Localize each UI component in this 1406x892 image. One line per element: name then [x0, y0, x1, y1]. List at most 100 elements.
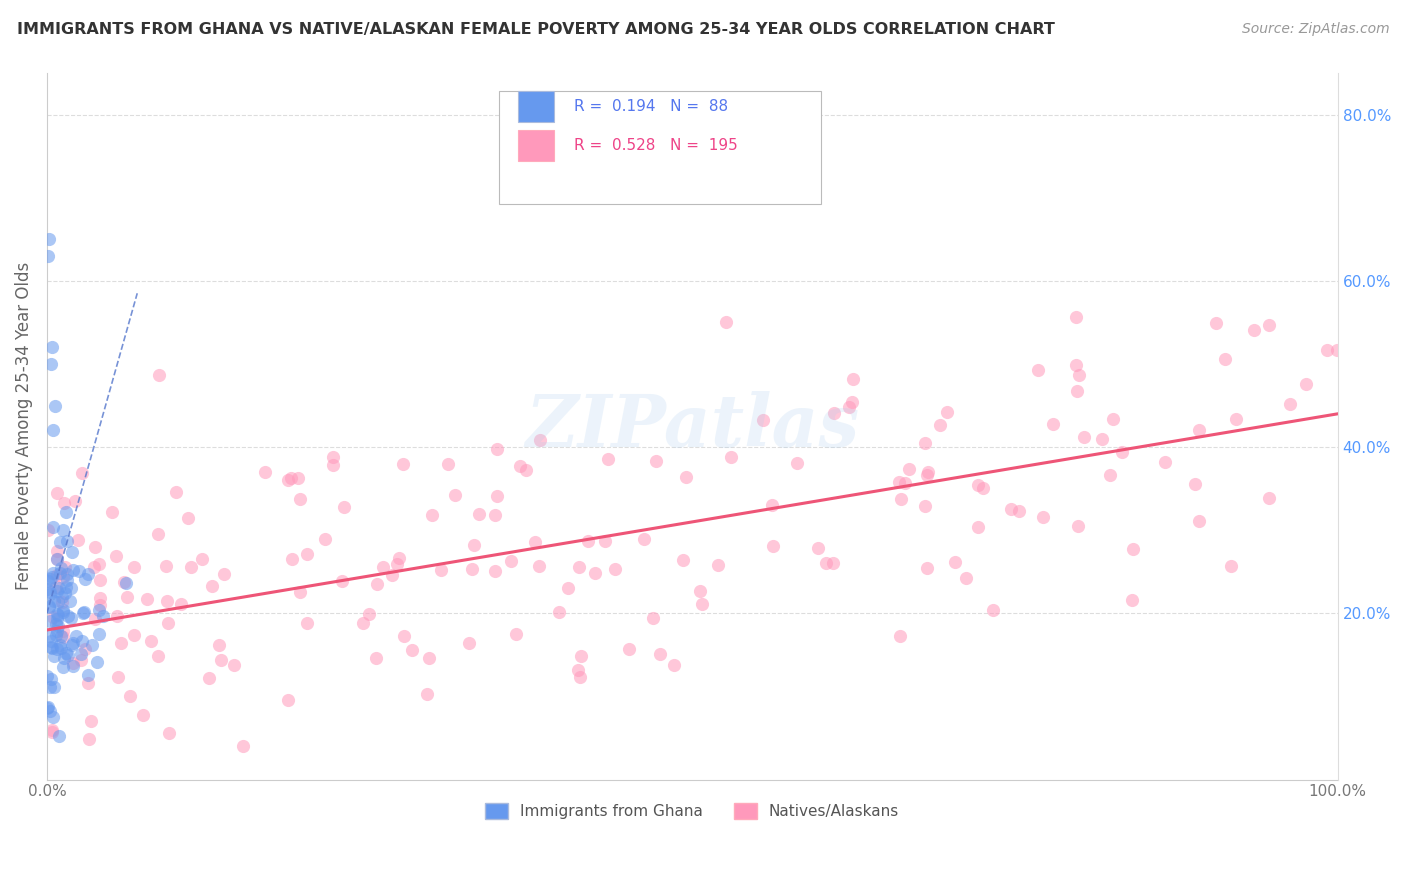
Point	[190, 552, 212, 566]
Point	[38, 600, 60, 615]
Point	[366, 576, 388, 591]
Point	[1064, 310, 1087, 324]
Point	[762, 539, 785, 553]
Point	[917, 467, 939, 482]
Point	[49, 566, 72, 581]
Point	[894, 476, 917, 491]
Point	[198, 671, 221, 685]
Point	[568, 560, 591, 574]
Point	[75, 572, 97, 586]
Point	[87, 603, 110, 617]
Point	[146, 648, 169, 663]
Point	[39, 634, 62, 648]
Point	[38, 680, 60, 694]
Point	[463, 538, 485, 552]
Point	[1243, 323, 1265, 337]
Point	[1122, 542, 1144, 557]
Point	[943, 555, 966, 569]
Point	[955, 571, 977, 585]
Point	[352, 616, 374, 631]
Point	[644, 454, 666, 468]
Point	[70, 467, 93, 481]
Point	[41, 723, 63, 737]
Point	[80, 638, 103, 652]
Point	[49, 561, 72, 575]
Point	[39, 585, 62, 599]
Point	[148, 368, 170, 383]
Point	[60, 638, 83, 652]
Point	[484, 564, 506, 578]
Point	[1326, 343, 1348, 357]
Point	[357, 607, 380, 621]
Point	[461, 562, 484, 576]
Point	[583, 566, 606, 580]
Point	[430, 563, 453, 577]
Point	[146, 527, 169, 541]
Point	[467, 507, 489, 521]
Point	[52, 660, 75, 674]
Point	[45, 552, 67, 566]
Point	[547, 605, 569, 619]
FancyBboxPatch shape	[517, 129, 554, 161]
Point	[37, 249, 59, 263]
Point	[49, 638, 72, 652]
Point	[277, 473, 299, 487]
Point	[720, 450, 742, 464]
Text: R =  0.194   N =  88: R = 0.194 N = 88	[574, 99, 728, 114]
Point	[823, 406, 845, 420]
Point	[529, 559, 551, 574]
Point	[212, 566, 235, 581]
Point	[58, 609, 80, 624]
Point	[80, 714, 103, 728]
Point	[38, 614, 60, 628]
Point	[529, 433, 551, 447]
Point	[1153, 455, 1175, 469]
Point	[568, 670, 591, 684]
Point	[52, 630, 75, 644]
Point	[105, 609, 128, 624]
Point	[662, 657, 685, 672]
Point	[515, 462, 537, 476]
Point	[156, 594, 179, 608]
Point	[280, 471, 302, 485]
Point	[39, 704, 62, 718]
Point	[46, 608, 69, 623]
Point	[1121, 593, 1143, 607]
Point	[1091, 432, 1114, 446]
Point	[619, 642, 641, 657]
Point	[132, 708, 155, 723]
Point	[115, 591, 138, 605]
Point	[1257, 491, 1279, 505]
Point	[288, 584, 311, 599]
Point	[458, 636, 481, 650]
Point	[60, 582, 83, 596]
Point	[55, 505, 77, 519]
Point	[48, 729, 70, 743]
Point	[45, 580, 67, 594]
Point	[55, 646, 77, 660]
Point	[209, 653, 232, 667]
Point	[1042, 417, 1064, 431]
Point	[45, 616, 67, 631]
Point	[60, 545, 83, 559]
Point	[76, 566, 98, 581]
Point	[841, 394, 863, 409]
Point	[842, 372, 865, 386]
Point	[44, 680, 66, 694]
Point	[46, 486, 69, 500]
Point	[56, 573, 79, 587]
Point	[1188, 514, 1211, 528]
Point	[484, 508, 506, 523]
Point	[567, 663, 589, 677]
Point	[366, 651, 388, 665]
Point	[58, 648, 80, 662]
Point	[44, 649, 66, 664]
Point	[277, 693, 299, 707]
Point	[45, 607, 67, 621]
Point	[60, 611, 83, 625]
Point	[42, 424, 65, 438]
Point	[42, 594, 65, 608]
Point	[70, 634, 93, 648]
Point	[52, 496, 75, 510]
Point	[41, 640, 63, 655]
